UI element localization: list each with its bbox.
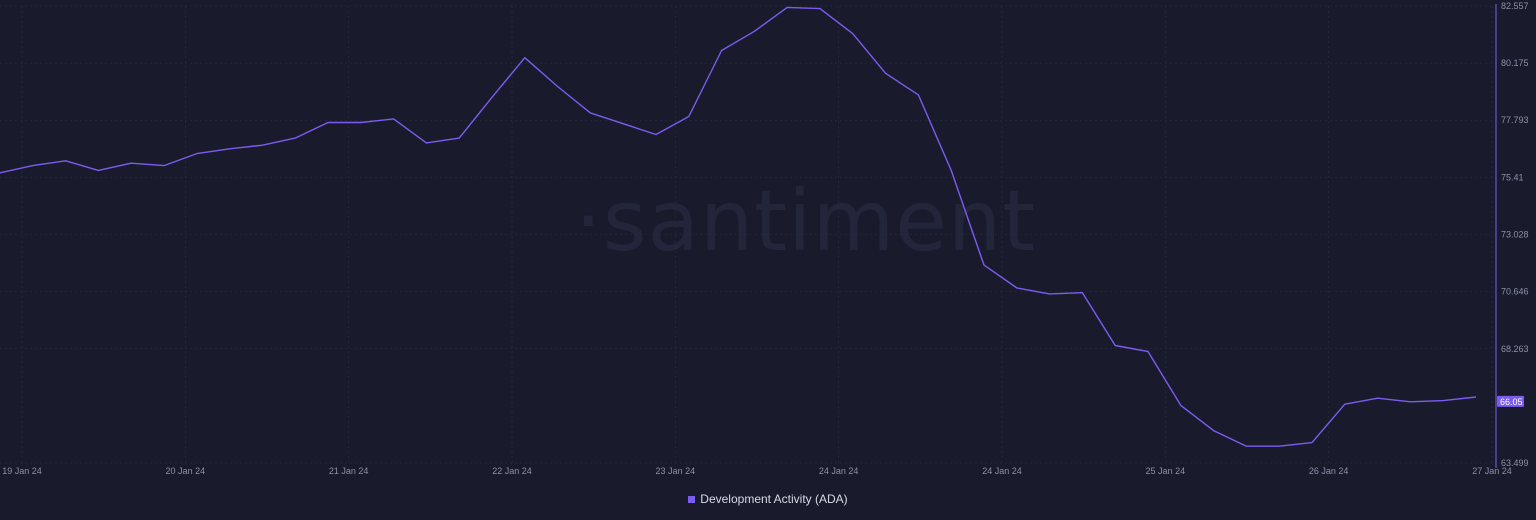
x-axis-ticks: 19 Jan 24 20 Jan 24 21 Jan 24 22 Jan 24 23 J… — [2, 466, 1512, 476]
x-tick-label: 22 Jan 24 — [492, 466, 532, 476]
y-tick-label: 70.646 — [1501, 287, 1529, 297]
last-value-badge: 66.05 — [1497, 395, 1524, 407]
legend-label: Development Activity (ADA) — [700, 492, 848, 506]
x-tick-label: 24 Jan 24 — [819, 466, 859, 476]
y-tick-label: 68.263 — [1501, 344, 1529, 354]
y-tick-label: 73.028 — [1501, 230, 1529, 240]
series-group — [0, 6, 1477, 447]
x-tick-label: 20 Jan 24 — [166, 466, 206, 476]
x-tick-label: 26 Jan 24 — [1309, 466, 1349, 476]
y-axis-ticks: 82.557 80.175 77.793 75.41 73.028 70.646 68.26… — [1501, 1, 1529, 468]
y-tick-label: 77.793 — [1501, 115, 1529, 125]
x-tick-label: 24 Jan 24 — [982, 466, 1022, 476]
last-value-label: 66.05 — [1500, 397, 1523, 407]
x-tick-label: 23 Jan 24 — [656, 466, 696, 476]
y-tick-label: 63.499 — [1501, 458, 1529, 468]
santiment-watermark: ·santiment — [575, 172, 1036, 270]
x-tick-label: 27 Jan 24 — [1472, 466, 1512, 476]
y-tick-label: 75.41 — [1501, 172, 1524, 182]
legend[interactable]: Development Activity (ADA) — [0, 492, 1536, 506]
series-line-development-activity[interactable] — [0, 6, 1477, 447]
legend-swatch-icon — [688, 496, 696, 503]
y-tick-label: 82.557 — [1501, 1, 1529, 11]
last-value-badge-background — [1497, 395, 1524, 407]
x-tick-label: 21 Jan 24 — [329, 466, 369, 476]
y-tick-label: 80.175 — [1501, 58, 1529, 68]
grid-lines — [0, 5, 1496, 464]
x-tick-label: 19 Jan 24 — [2, 466, 42, 476]
x-tick-label: 25 Jan 24 — [1146, 466, 1186, 476]
